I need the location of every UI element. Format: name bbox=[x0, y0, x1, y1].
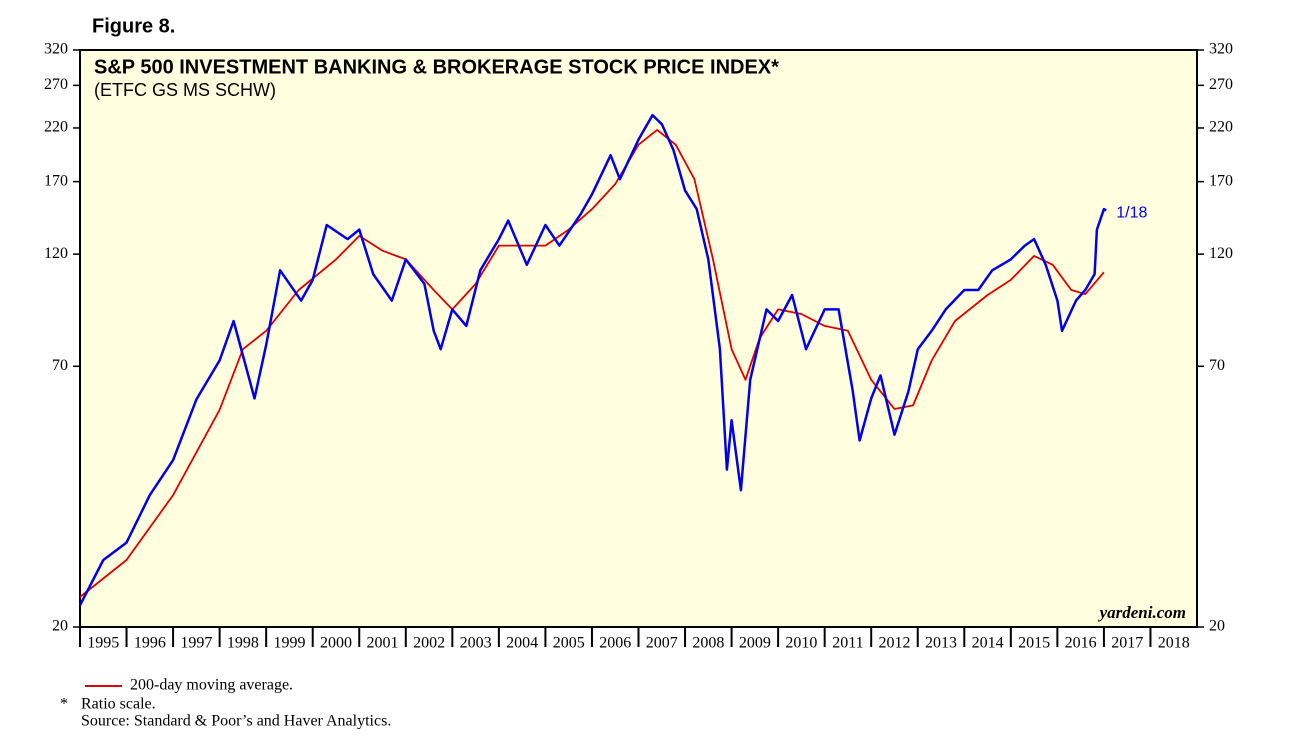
x-tick-label: 2011 bbox=[832, 635, 863, 652]
y-tick-label: 320 bbox=[44, 41, 68, 58]
watermark: yardeni.com bbox=[1098, 603, 1186, 622]
source: Source: Standard & Poor’s and Haver Anal… bbox=[81, 713, 391, 730]
x-tick-label: 2015 bbox=[1018, 635, 1050, 652]
x-tick-label: 1997 bbox=[180, 635, 212, 652]
x-tick-label: 2007 bbox=[646, 635, 678, 652]
y-tick-label: 270 bbox=[44, 76, 68, 93]
y-tick-label: 20 bbox=[1209, 618, 1225, 635]
y-tick-label: 220 bbox=[44, 119, 68, 136]
y-tick-label: 120 bbox=[1209, 245, 1233, 262]
footnote-mark: * bbox=[60, 696, 68, 713]
y-tick-label: 170 bbox=[1209, 172, 1233, 189]
y-tick-label: 170 bbox=[44, 172, 68, 189]
chart-subtitle: (ETFC GS MS SCHW) bbox=[94, 80, 276, 100]
figure-label: Figure 8. bbox=[92, 15, 175, 37]
x-tick-label: 2017 bbox=[1111, 635, 1143, 652]
x-tick-label: 2013 bbox=[925, 635, 957, 652]
x-tick-label: 2004 bbox=[506, 635, 538, 652]
y-tick-label: 270 bbox=[1209, 76, 1233, 93]
y-tick-label: 120 bbox=[44, 245, 68, 262]
x-tick-label: 2010 bbox=[785, 635, 817, 652]
legend-label: 200-day moving average. bbox=[130, 677, 293, 694]
x-tick-label: 2003 bbox=[460, 635, 492, 652]
y-tick-label: 320 bbox=[1209, 41, 1233, 58]
x-tick-label: 2002 bbox=[413, 635, 445, 652]
plot-area bbox=[79, 49, 1198, 628]
x-tick-label: 2014 bbox=[972, 635, 1004, 652]
x-tick-label: 1998 bbox=[227, 635, 259, 652]
x-tick-label: 2005 bbox=[553, 635, 585, 652]
x-tick-label: 1995 bbox=[87, 635, 119, 652]
x-tick-label: 2000 bbox=[320, 635, 352, 652]
x-tick-label: 2009 bbox=[739, 635, 771, 652]
chart-title: S&P 500 INVESTMENT BANKING & BROKERAGE S… bbox=[94, 56, 779, 78]
y-tick-label: 70 bbox=[1209, 357, 1225, 374]
end-label: 1/18 bbox=[1116, 205, 1147, 222]
line-series bbox=[78, 113, 1107, 606]
footnote: Ratio scale. bbox=[81, 696, 156, 713]
y-tick-label: 220 bbox=[1209, 119, 1233, 136]
x-tick-label: 2008 bbox=[692, 635, 724, 652]
y-tick-label: 70 bbox=[52, 357, 68, 374]
x-tick-label: 1996 bbox=[134, 635, 166, 652]
x-tick-label: 1999 bbox=[273, 635, 305, 652]
y-tick-label: 20 bbox=[52, 618, 68, 635]
x-tick-label: 2012 bbox=[878, 635, 910, 652]
x-tick-label: 2006 bbox=[599, 635, 631, 652]
x-tick-label: 2001 bbox=[367, 635, 399, 652]
x-tick-label: 2016 bbox=[1065, 635, 1097, 652]
x-tick-label: 2018 bbox=[1158, 635, 1190, 652]
